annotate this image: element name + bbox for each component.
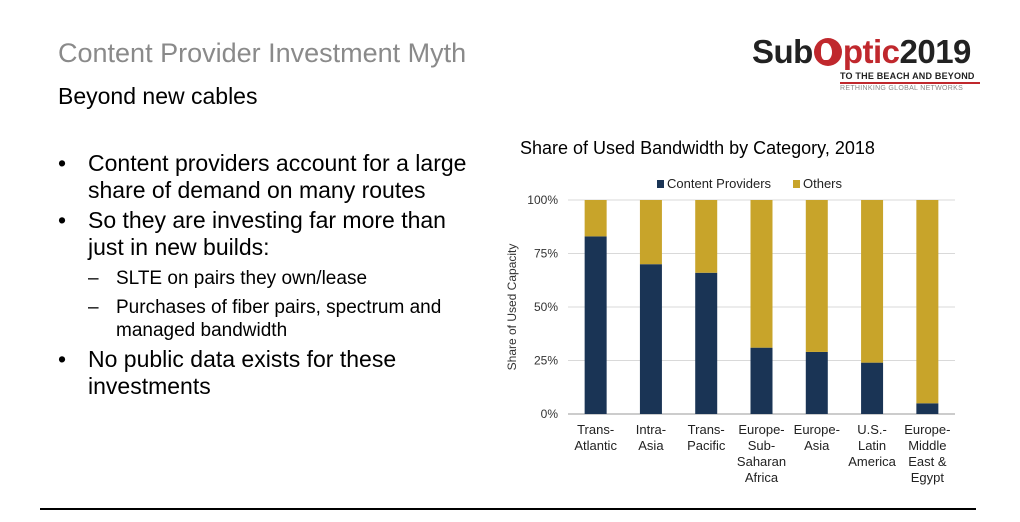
bar-segment-content-providers bbox=[639, 264, 662, 414]
bar-segment-others bbox=[695, 200, 718, 273]
bullet-list: Content providers account for a large sh… bbox=[58, 150, 478, 403]
bar-segment-content-providers bbox=[805, 351, 828, 414]
y-axis-label: Share of Used Capacity bbox=[505, 244, 519, 371]
x-tick-label: Intra-Asia bbox=[636, 422, 666, 453]
logo-tagline: TO THE BEACH AND BEYOND bbox=[840, 71, 975, 81]
logo-text-optic: ptic bbox=[842, 33, 900, 70]
globe-icon bbox=[813, 38, 842, 66]
x-tick-label: U.S.-Latin America bbox=[848, 422, 896, 469]
chart-legend: Content Providers Others bbox=[657, 176, 843, 191]
x-tick-label: Europe-Sub-Saharan Africa bbox=[737, 422, 786, 485]
y-tick-label: 50% bbox=[534, 300, 558, 314]
x-tick-label: Europe-Asia bbox=[794, 422, 840, 453]
slide-title: Content Provider Investment Myth bbox=[58, 38, 467, 68]
sub-bullet-item: Purchases of fiber pairs, spectrum and m… bbox=[58, 296, 478, 342]
bar-segment-others bbox=[639, 200, 662, 265]
bar-segment-content-providers bbox=[861, 362, 884, 414]
y-axis-ticks: 0% 25% 50% 75% 100% bbox=[527, 193, 558, 421]
chart-title: Share of Used Bandwidth by Category, 201… bbox=[520, 138, 875, 158]
legend-label: Content Providers bbox=[667, 176, 772, 191]
x-tick-label: Trans-Atlantic bbox=[574, 422, 617, 453]
bar-segment-others bbox=[861, 200, 884, 363]
bullet-item: No public data exists for these investme… bbox=[58, 346, 478, 400]
bullet-item: Content providers account for a large sh… bbox=[58, 150, 478, 204]
legend-swatch bbox=[657, 180, 664, 188]
legend-label: Others bbox=[803, 176, 843, 191]
x-tick-label: Europe-Middle East & Egypt bbox=[904, 422, 950, 485]
bar-segment-others bbox=[584, 200, 607, 237]
bottom-divider bbox=[40, 508, 976, 510]
bar-segment-content-providers bbox=[584, 236, 607, 414]
slide-subtitle: Beyond new cables bbox=[58, 83, 258, 109]
sub-bullet-item: SLTE on pairs they own/lease bbox=[58, 267, 478, 290]
bar-segment-content-providers bbox=[750, 347, 773, 414]
bar-segment-content-providers bbox=[916, 403, 939, 414]
bullet-item: So they are investing far more than just… bbox=[58, 207, 478, 261]
bar-segment-content-providers bbox=[695, 272, 718, 414]
suboptic-logo: Sub ptic2019 TO THE BEACH AND BEYOND RETH… bbox=[752, 34, 982, 96]
y-tick-label: 0% bbox=[541, 407, 559, 421]
legend-swatch bbox=[793, 180, 800, 188]
logo-divider bbox=[840, 82, 980, 84]
x-axis-ticks: Trans-Atlantic Intra-Asia Trans-Pacific Eur… bbox=[574, 422, 950, 485]
logo-wordmark: Sub ptic2019 bbox=[752, 34, 971, 70]
logo-tagline-secondary: RETHINKING GLOBAL NETWORKS bbox=[840, 85, 964, 92]
y-tick-label: 75% bbox=[534, 247, 558, 261]
x-tick-label: Trans-Pacific bbox=[687, 422, 726, 453]
logo-text-sub: Sub bbox=[752, 33, 813, 70]
bar-segment-others bbox=[805, 200, 828, 352]
logo-text-year: 2019 bbox=[899, 33, 972, 70]
chart-bars bbox=[584, 200, 939, 414]
y-tick-label: 100% bbox=[527, 193, 558, 207]
y-tick-label: 25% bbox=[534, 354, 558, 368]
bar-segment-others bbox=[750, 200, 773, 348]
bar-segment-others bbox=[916, 200, 939, 404]
bar-chart: Content Providers Others 0%25%50%75%100% … bbox=[505, 176, 955, 485]
